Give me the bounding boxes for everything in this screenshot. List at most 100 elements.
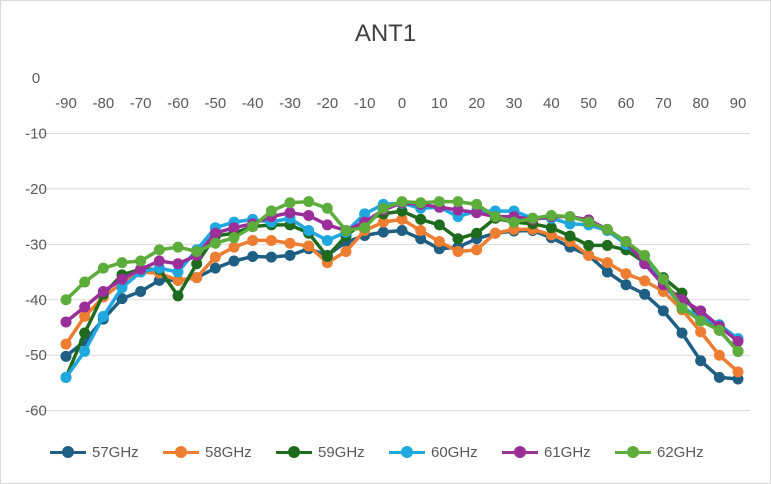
- data-point: [433, 219, 445, 231]
- series-layer: [60, 196, 744, 385]
- data-point: [228, 222, 240, 234]
- data-point: [284, 237, 296, 249]
- data-point: [79, 310, 91, 322]
- data-point: [415, 197, 427, 209]
- y-tick-label: -10: [25, 125, 47, 142]
- data-point: [396, 196, 408, 208]
- data-point: [377, 226, 389, 238]
- data-point: [639, 275, 651, 287]
- x-tick-label: -80: [92, 95, 114, 112]
- x-tick-label: -90: [55, 95, 77, 112]
- data-point: [695, 315, 707, 327]
- data-point: [377, 202, 389, 214]
- data-point: [191, 272, 203, 284]
- data-point: [116, 282, 128, 294]
- data-point: [209, 251, 221, 263]
- data-point: [79, 345, 91, 357]
- y-tick-label: -50: [25, 347, 47, 364]
- data-point: [657, 273, 669, 285]
- data-point: [172, 241, 184, 253]
- legend-item-62GHz: 62GHz: [613, 441, 726, 463]
- data-point: [135, 263, 147, 275]
- x-tick-label: -10: [354, 95, 376, 112]
- data-point: [583, 249, 595, 261]
- y-tick-label: 0: [32, 70, 40, 87]
- data-point: [303, 209, 315, 221]
- data-point: [303, 196, 315, 208]
- data-point: [601, 257, 613, 269]
- data-point: [60, 316, 72, 328]
- legend-swatch: [274, 445, 314, 459]
- data-point: [265, 234, 277, 246]
- data-point: [79, 327, 91, 339]
- data-point: [247, 234, 259, 246]
- data-point: [471, 198, 483, 210]
- legend-label: 61GHz: [544, 443, 591, 461]
- legend-label: 59GHz: [318, 443, 365, 461]
- x-tick-label: 80: [692, 95, 709, 112]
- data-point: [321, 234, 333, 246]
- data-point: [396, 205, 408, 217]
- data-point: [172, 258, 184, 270]
- data-point: [415, 224, 427, 236]
- data-point: [191, 258, 203, 270]
- data-point: [639, 249, 651, 261]
- data-point: [116, 257, 128, 269]
- data-point: [396, 224, 408, 236]
- data-point: [452, 246, 464, 258]
- data-point: [601, 239, 613, 251]
- legend-label: 57GHz: [92, 443, 139, 461]
- data-point: [415, 233, 427, 245]
- y-tick-label: -40: [25, 292, 47, 309]
- data-point: [657, 305, 669, 317]
- legend-item-58GHz: 58GHz: [161, 441, 274, 463]
- x-tick-label: -40: [242, 95, 264, 112]
- x-tick-label: 20: [468, 95, 485, 112]
- legend-label: 60GHz: [431, 443, 478, 461]
- data-point: [676, 302, 688, 314]
- data-point: [97, 262, 109, 274]
- legend-item-57GHz: 57GHz: [48, 441, 161, 463]
- data-point: [545, 209, 557, 221]
- data-point: [116, 273, 128, 285]
- data-point: [340, 246, 352, 258]
- data-point: [471, 244, 483, 256]
- data-point: [620, 236, 632, 248]
- legend-swatch: [613, 445, 653, 459]
- data-point: [209, 227, 221, 239]
- data-point: [340, 224, 352, 236]
- data-point: [564, 230, 576, 242]
- x-tick-label: -60: [167, 95, 189, 112]
- data-point: [284, 197, 296, 209]
- data-point: [97, 285, 109, 297]
- data-point: [247, 251, 259, 263]
- x-tick-label: 50: [580, 95, 597, 112]
- data-point: [732, 366, 744, 378]
- data-point: [396, 213, 408, 225]
- x-tick-label: 90: [730, 95, 747, 112]
- data-point: [284, 207, 296, 219]
- data-point: [97, 310, 109, 322]
- data-point: [265, 251, 277, 263]
- x-tick-label: -50: [204, 95, 226, 112]
- x-tick-label: 40: [543, 95, 560, 112]
- data-point: [583, 239, 595, 251]
- data-point: [321, 202, 333, 214]
- data-point: [60, 371, 72, 383]
- data-point: [713, 324, 725, 336]
- data-point: [321, 251, 333, 263]
- data-point: [452, 196, 464, 208]
- data-point: [191, 246, 203, 258]
- data-point: [527, 212, 539, 224]
- legend-item-60GHz: 60GHz: [387, 441, 500, 463]
- legend-label: 58GHz: [205, 443, 252, 461]
- data-point: [564, 211, 576, 223]
- legend-swatch: [387, 445, 427, 459]
- data-point: [713, 349, 725, 361]
- data-point: [284, 249, 296, 261]
- series-line-59GHz: [64, 209, 740, 379]
- data-point: [601, 266, 613, 278]
- chart-title: ANT1: [354, 20, 417, 47]
- legend-label: 62GHz: [657, 443, 704, 461]
